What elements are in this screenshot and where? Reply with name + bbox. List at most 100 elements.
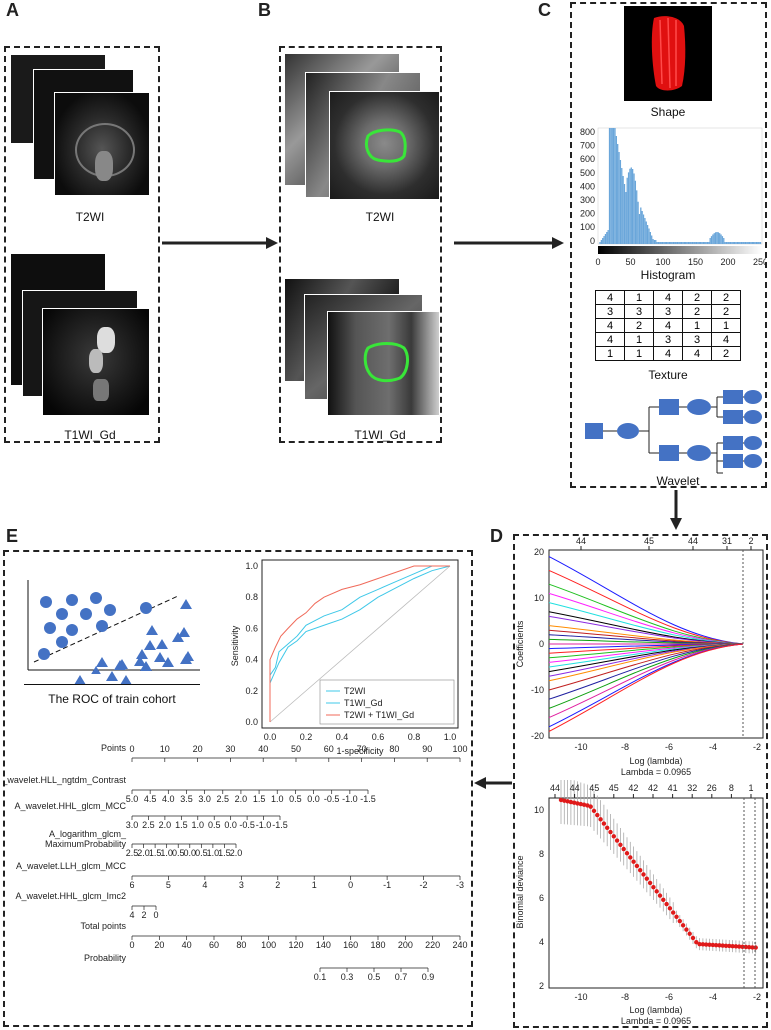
coef-y-tick: 20: [534, 547, 544, 557]
dev-top-tick: 8: [729, 783, 734, 793]
dev-point: [737, 944, 742, 949]
histogram-bar: [666, 242, 668, 244]
nomogram-tick-label: 1.0: [160, 848, 173, 858]
coef-top-tick: 44: [688, 536, 698, 546]
nomogram-tick-label: 200: [398, 940, 413, 950]
histogram-bar: [739, 242, 741, 244]
dev-top-tick: 26: [707, 783, 717, 793]
dev-top-tick: 45: [609, 783, 619, 793]
histogram-bar: [757, 242, 759, 244]
dev-point: [605, 825, 610, 831]
dev-point: [565, 799, 570, 804]
dev-point: [621, 846, 626, 852]
histogram-bar: [657, 242, 660, 244]
histogram-bar: [742, 242, 744, 244]
dev-x-tick: -4: [709, 992, 717, 1002]
histogram-y-tick: 0: [590, 236, 595, 246]
histogram-bar: [734, 242, 736, 244]
coef-x-tick: -10: [574, 742, 587, 752]
roc-curve: [269, 565, 451, 722]
histogram-bar: [621, 168, 623, 244]
histogram-bar: [632, 169, 634, 244]
histogram-bar: [759, 242, 762, 244]
nomogram-row-label2: MaximumProbability: [45, 839, 127, 849]
histogram-bar: [728, 242, 730, 244]
panel-a-t2wi-caption: T2WI: [75, 210, 105, 224]
dev-point: [614, 838, 620, 843]
histogram-bar: [656, 242, 658, 244]
nomogram-tick-label: 0: [129, 940, 134, 950]
nomogram-row-label: A_logarithm_glcm_: [49, 829, 127, 839]
histogram-bar: [612, 128, 615, 244]
dev-top-tick: 42: [628, 783, 638, 793]
histogram-bar: [729, 242, 732, 244]
lasso-coef-plot: 44 45 44 31 2 20 10 0 -10 -20 -10 -8 -6 -4 -2 Log (l…: [515, 536, 764, 776]
dev-point: [733, 944, 739, 949]
dev-y-tick: 10: [534, 805, 544, 815]
nomogram-tick-label: 1.0: [192, 820, 205, 830]
histogram-bar: [659, 242, 661, 244]
nomogram-tick-label: -0.5: [239, 820, 255, 830]
histogram-bar: [758, 242, 760, 244]
nomogram-tick-label: 6: [129, 880, 134, 890]
dev-point: [647, 880, 653, 886]
nomogram-tick-label: -0.5: [324, 794, 340, 804]
dev-top-tick: 41: [668, 783, 678, 793]
nomogram-tick-label: 2: [141, 910, 146, 920]
dev-top-tick: 1: [748, 783, 753, 793]
roc-legend-label: T2WI: [344, 686, 366, 696]
nomogram-tick-label: 0.5: [289, 794, 302, 804]
dev-ylabel: Binomial deviance: [515, 855, 525, 928]
histogram-bar: [710, 236, 713, 244]
dev-point: [638, 867, 643, 873]
histogram-bar: [644, 218, 646, 244]
histogram-y-tick: 500: [580, 168, 595, 178]
panel-letter-d: D: [490, 526, 503, 546]
dev-point: [581, 802, 587, 807]
nomogram-tick-label: 2.0: [235, 794, 248, 804]
coef-top-tick: 31: [722, 536, 732, 546]
dev-xlabel: Log (lambda): [629, 1005, 682, 1015]
histogram-bar: [645, 221, 647, 244]
histogram-bar: [679, 242, 681, 244]
nomogram-tick-label: 0: [348, 880, 353, 890]
coef-y-tick: -20: [531, 731, 544, 741]
dev-point: [746, 944, 752, 950]
histogram-chart: 800 700 600 500 400 300 200 100 0 0 50 100 150 200 25…: [580, 127, 766, 267]
nomogram-tick-label: 5.0: [126, 794, 139, 804]
texture-cell: 1: [711, 318, 741, 333]
histogram-bar: [712, 234, 714, 244]
nomogram-tick-label: 5: [166, 880, 171, 890]
dev-top-tick: 44: [550, 783, 560, 793]
nomogram-tick-label: 140: [316, 940, 331, 950]
arrow-a-to-b: [162, 237, 278, 249]
histogram-x-tick: 100: [655, 257, 670, 267]
nomogram-row-label: A_wavelet.LLH_glcm_MCC: [16, 861, 127, 871]
histogram-bar: [622, 176, 624, 244]
nomogram-tick-label: 1.0: [271, 794, 284, 804]
roc-x-tick: 0.4: [336, 732, 349, 742]
dev-point: [667, 906, 673, 911]
histogram-bar: [607, 230, 609, 244]
nomogram-tick-label: 70: [357, 744, 367, 754]
panel-c-box: [570, 2, 767, 488]
histogram-bar: [617, 144, 619, 244]
wavelet-caption: Wavelet: [656, 474, 700, 488]
histogram-bar: [676, 242, 679, 244]
histogram-bar: [753, 242, 755, 244]
texture-cell: 3: [653, 304, 683, 319]
dev-x-tick: -6: [665, 992, 673, 1002]
nomogram-tick-label: 4: [129, 910, 134, 920]
texture-cell: 1: [624, 332, 654, 347]
histogram-bar: [735, 242, 737, 244]
roc-diagonal: [269, 565, 451, 723]
texture-cell: 1: [624, 346, 654, 361]
panel-letter-a: A: [6, 0, 19, 20]
arrow-b-to-c: [454, 237, 564, 249]
nomogram-tick-label: 3: [239, 880, 244, 890]
histogram-bar: [641, 211, 643, 244]
histogram-bar: [642, 214, 645, 244]
